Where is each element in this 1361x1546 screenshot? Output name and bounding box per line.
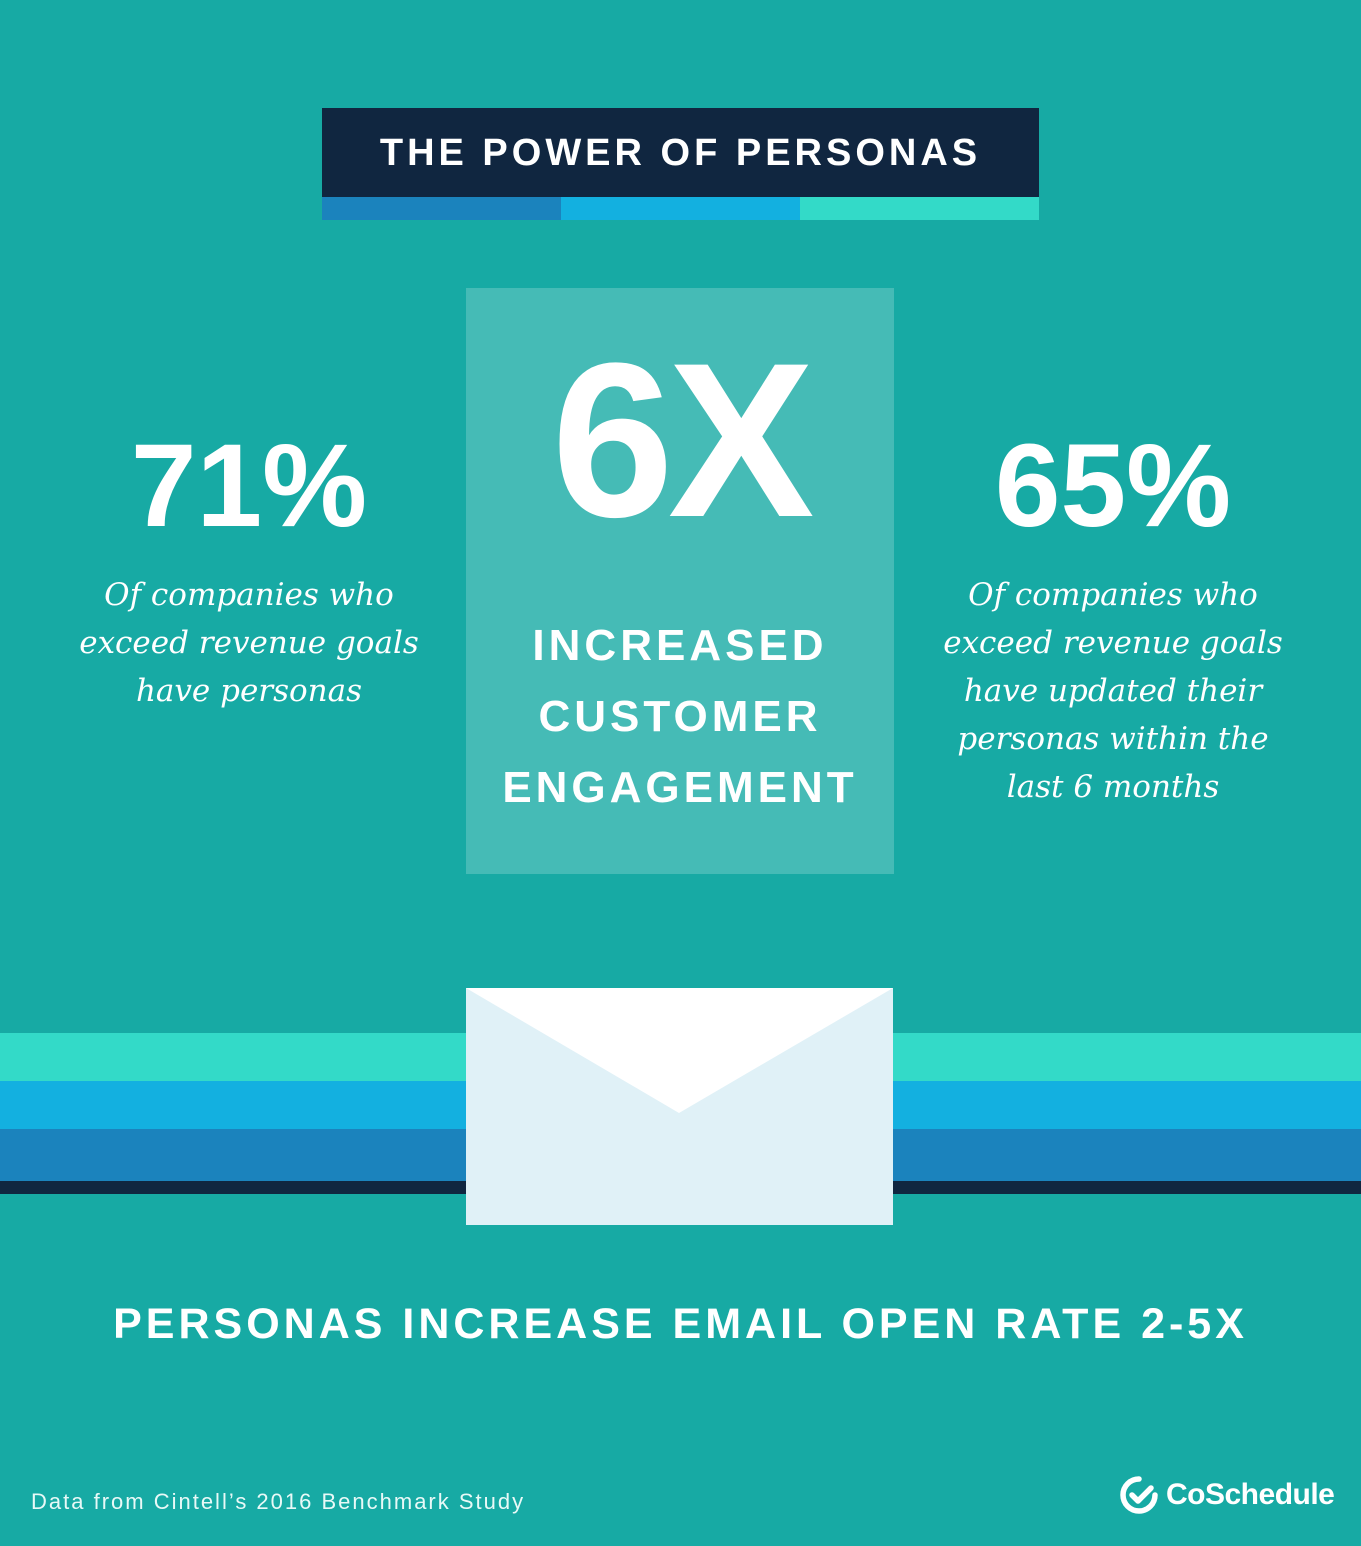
source-note: Data from Cintell’s 2016 Benchmark Study xyxy=(31,1489,526,1514)
brand-logo: CoSchedule xyxy=(1120,1476,1335,1514)
strip-mint xyxy=(800,197,1039,220)
right-stat-line: Of companies who xyxy=(968,577,1258,613)
checkmark-circle-icon xyxy=(1120,1476,1158,1514)
right-stat-value: 65% xyxy=(994,420,1232,552)
brand-name: CoSchedule xyxy=(1166,1478,1335,1511)
center-stat-value: 6X xyxy=(551,317,814,563)
strip-sky xyxy=(561,197,800,220)
left-stat-description: Of companies who exceed revenue goals ha… xyxy=(76,571,422,715)
left-stat-line: exceed revenue goals xyxy=(79,625,419,661)
email-headline: PERSONAS INCREASE EMAIL OPEN RATE 2-5X xyxy=(113,1300,1248,1348)
left-stat-value: 71% xyxy=(130,420,368,552)
strip-blue xyxy=(322,197,561,220)
center-stat-line: ENGAGEMENT xyxy=(502,763,858,812)
center-stat-line: INCREASED xyxy=(532,621,828,670)
center-stat-card: 6X INCREASED CUSTOMER ENGAGEMENT xyxy=(466,288,894,874)
title-banner: THE POWER OF PERSONAS xyxy=(322,108,1039,220)
left-stat-card: 71% Of companies who exceed revenue goal… xyxy=(76,427,422,715)
right-stat-card: 65% Of companies who exceed revenue goal… xyxy=(940,427,1286,811)
right-stat-line: have updated their xyxy=(963,673,1263,709)
title-color-strip xyxy=(322,197,1039,220)
right-stat-line: last 6 months xyxy=(1006,769,1220,805)
right-stat-line: personas within the xyxy=(957,721,1269,757)
center-stat-line: CUSTOMER xyxy=(538,692,822,741)
envelope-icon xyxy=(466,988,893,1225)
page-title: THE POWER OF PERSONAS xyxy=(322,108,1039,197)
right-stat-line: exceed revenue goals xyxy=(943,625,1283,661)
left-stat-line: have personas xyxy=(135,673,363,709)
right-stat-description: Of companies who exceed revenue goals ha… xyxy=(940,571,1286,811)
center-stat-description: INCREASED CUSTOMER ENGAGEMENT xyxy=(466,610,894,823)
left-stat-line: Of companies who xyxy=(104,577,394,613)
